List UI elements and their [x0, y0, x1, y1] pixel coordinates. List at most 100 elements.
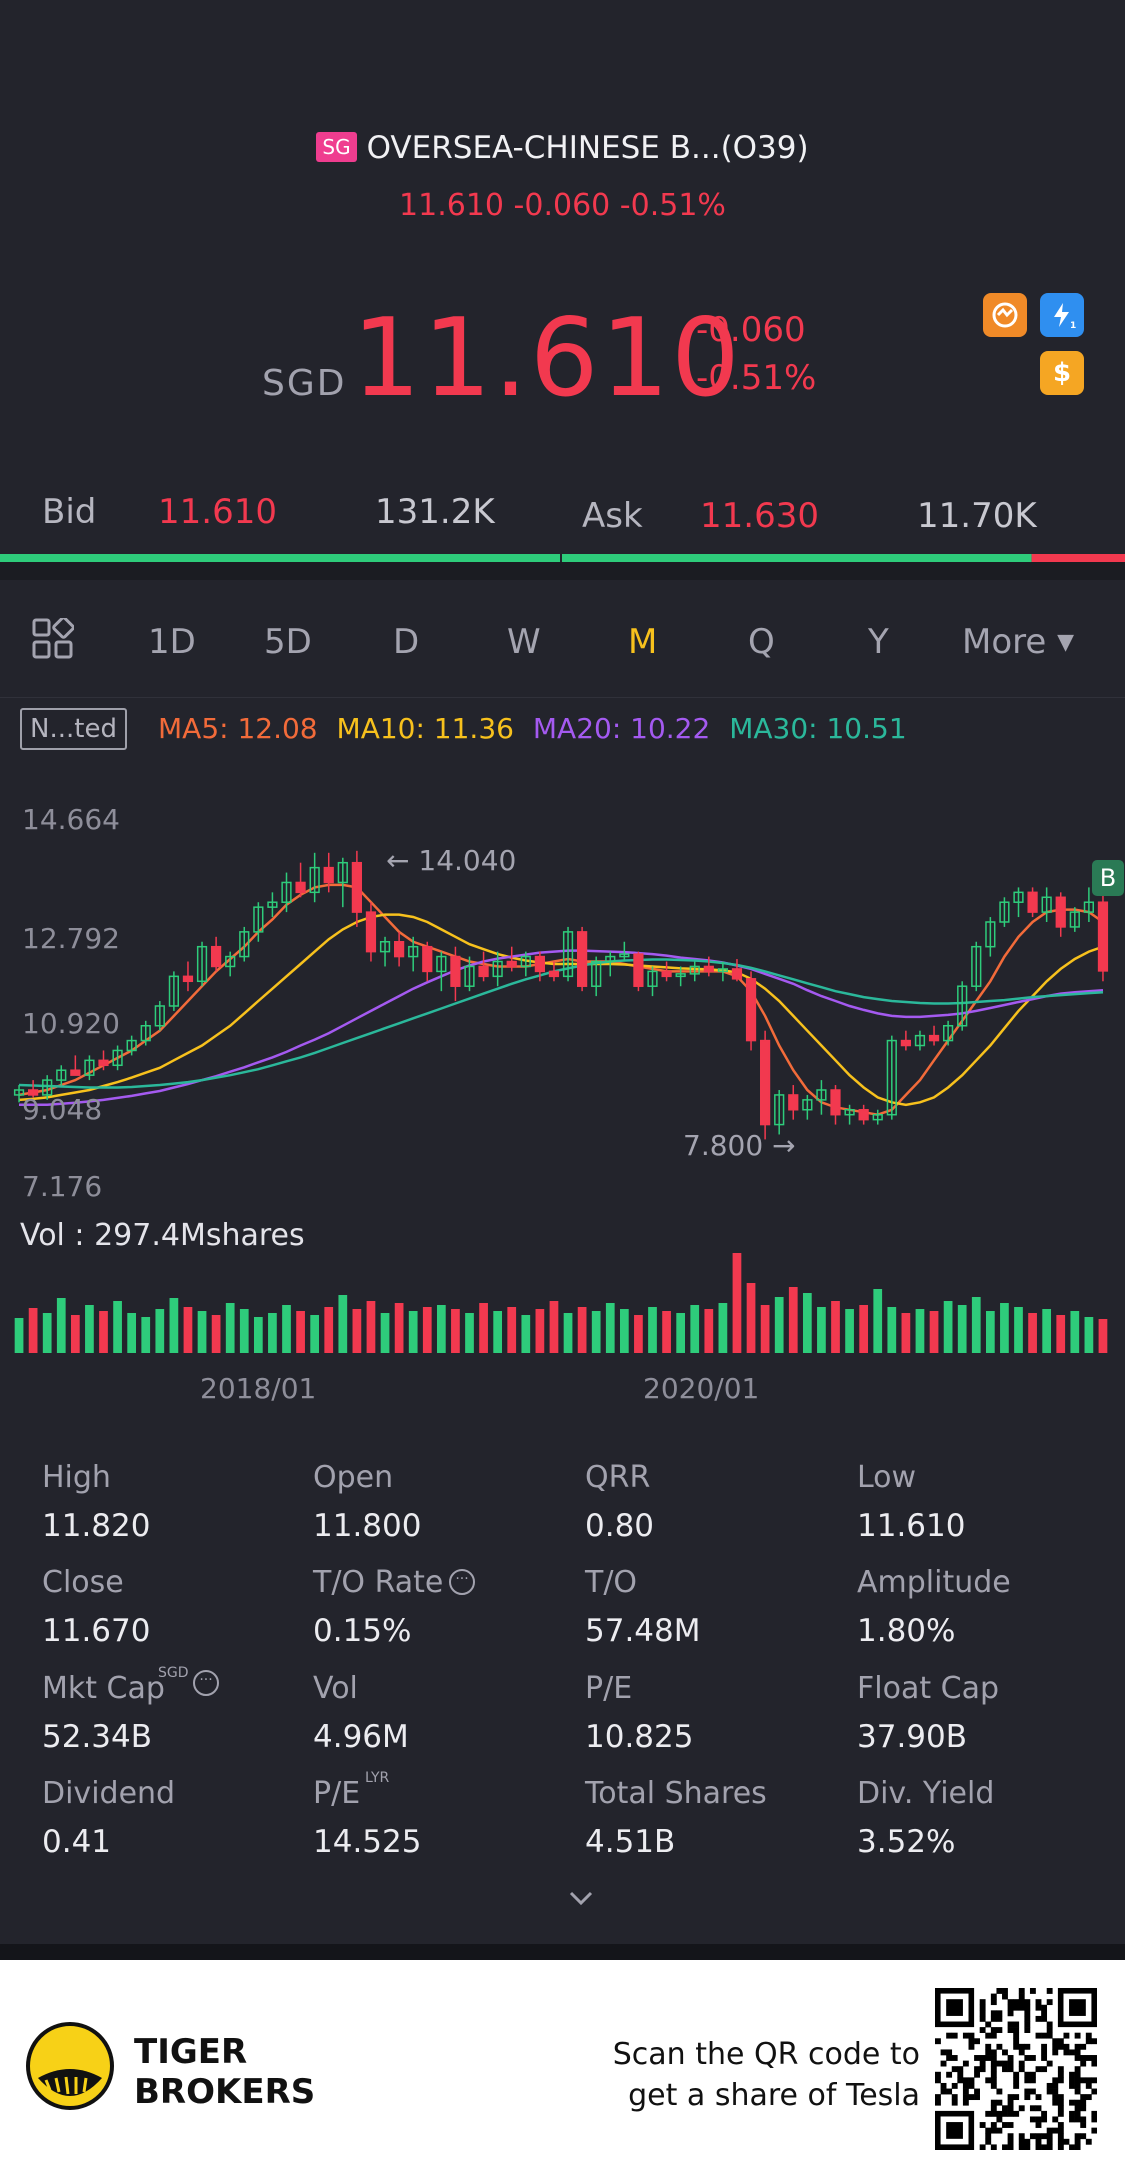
qr-module [979, 2027, 986, 2033]
qr-module [1041, 2043, 1048, 2050]
qr-module [1085, 2032, 1092, 2039]
qr-module [1057, 2099, 1064, 2106]
qr-module [1085, 2038, 1092, 2045]
qr-module [990, 2015, 997, 2022]
qr-module [968, 2082, 975, 2089]
qr-module [1018, 1993, 1025, 2000]
candle [84, 1055, 95, 1081]
qr-module [962, 2088, 969, 2095]
volume-bar [507, 1307, 517, 1353]
tab-year[interactable]: Y [868, 622, 889, 662]
stat-superscript: SGD [158, 1665, 189, 1681]
chevron-down-icon[interactable] [568, 1885, 594, 1911]
qr-module [979, 2060, 986, 2067]
qr-module [985, 2049, 992, 2056]
buy-marker[interactable]: B [1092, 860, 1124, 896]
candle [422, 941, 433, 982]
volume-bar [324, 1307, 334, 1353]
candle-body [309, 866, 320, 894]
qr-module [990, 2082, 997, 2089]
tab-more[interactable]: More ▼ [962, 622, 1074, 662]
stat-label: Float Cap [857, 1671, 1000, 1706]
low-annotation: 7.800 → [683, 1129, 796, 1162]
candle-body [886, 1039, 897, 1116]
qr-module [1080, 2077, 1087, 2084]
volume-bar [957, 1305, 967, 1353]
volume-bar [225, 1303, 235, 1353]
qr-module [962, 2077, 969, 2084]
qr-module [1069, 2116, 1075, 2123]
qr-module [1029, 2055, 1036, 2061]
volume-bar [127, 1313, 137, 1353]
layout-grid-icon[interactable] [32, 616, 75, 660]
info-icon[interactable]: ··· [193, 1670, 219, 1696]
qr-module [1007, 2133, 1014, 2140]
candle [182, 961, 194, 992]
candle-body [858, 1109, 869, 1121]
brain-icon[interactable] [983, 293, 1027, 337]
qr-module [940, 2060, 947, 2067]
tab-month[interactable]: M [628, 622, 658, 662]
volume-bar [479, 1303, 488, 1353]
candle [1055, 892, 1066, 937]
candle [957, 981, 968, 1031]
lightning-1-icon[interactable]: 1 [1040, 293, 1084, 337]
tab-week[interactable]: W [507, 622, 541, 662]
candle-body [168, 975, 179, 1007]
dollar-icon[interactable]: $ [1040, 351, 1084, 395]
qr-module [1091, 2038, 1097, 2045]
qr-module [1057, 2071, 1064, 2078]
qr-module [1052, 2077, 1059, 2084]
volume-bar [253, 1317, 263, 1353]
candle [211, 936, 222, 972]
qr-module [1074, 2077, 1081, 2084]
stat-label: Mkt Cap [42, 1671, 165, 1706]
volume-bar [971, 1297, 981, 1353]
promo-line-2: get a share of Tesla [628, 2078, 920, 2113]
stat-value: 11.610 [857, 1508, 966, 1544]
candle-body [1013, 891, 1024, 903]
qr-module [985, 2021, 992, 2028]
qr-module [1024, 2071, 1031, 2078]
qr-module [1007, 2004, 1014, 2011]
info-icon[interactable]: ··· [449, 1569, 475, 1595]
qr-module [985, 2127, 992, 2134]
tab-quarter[interactable]: Q [748, 622, 775, 662]
volume-bar [521, 1315, 531, 1353]
qr-module [1007, 2094, 1014, 2101]
ma20-legend: MA20: 10.22 [532, 712, 711, 745]
tab-5d[interactable]: 5D [264, 622, 312, 662]
adjustment-button[interactable]: N...ted [20, 708, 127, 750]
qr-module [996, 2060, 1003, 2067]
ma-legend: MA5: 12.08 MA10: 11.36 MA20: 10.22 MA30:… [158, 712, 917, 745]
qr-module [1085, 2077, 1092, 2084]
qr-module [935, 2099, 941, 2106]
qr-module [1080, 2133, 1087, 2140]
qr-module [1046, 1988, 1053, 1994]
candle-body [788, 1094, 799, 1111]
volume-bar [85, 1305, 94, 1353]
candle [13, 1085, 25, 1103]
tab-day[interactable]: D [393, 622, 420, 662]
volume-bar [394, 1303, 404, 1353]
stat-label: Dividend [42, 1776, 176, 1811]
candle [577, 926, 588, 992]
candle [633, 951, 644, 992]
qr-module [1080, 2099, 1087, 2106]
candle-body [379, 941, 391, 953]
qr-module [968, 2038, 975, 2045]
candle [1027, 887, 1038, 918]
qr-module [957, 2071, 964, 2078]
qr-module [1035, 2105, 1042, 2112]
y-tick-label: 12.792 [22, 922, 120, 955]
qr-module [990, 2071, 997, 2078]
qr-module [1074, 2049, 1081, 2056]
candlestick-chart[interactable] [0, 780, 1125, 1220]
bid-label: Bid [42, 492, 97, 532]
qr-module [1041, 2066, 1048, 2073]
tab-1d[interactable]: 1D [148, 622, 196, 662]
candle [253, 902, 264, 942]
candle [731, 959, 743, 982]
ma10-line [18, 913, 1104, 1107]
candle-body [70, 1069, 81, 1076]
